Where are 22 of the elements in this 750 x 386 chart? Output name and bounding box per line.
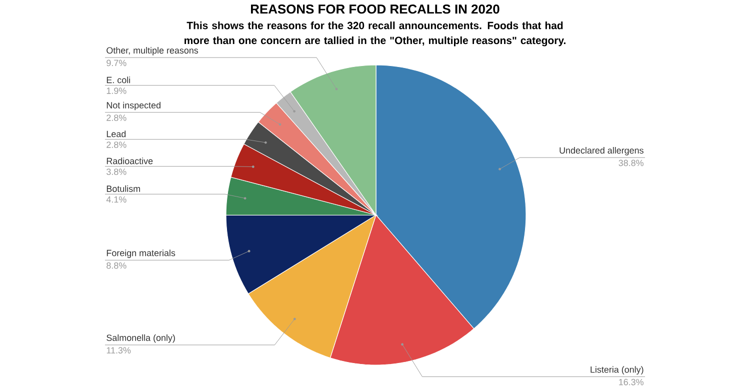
data-label: 2.8% [106,114,126,121]
data-label: 1.9% [106,87,126,94]
slice-label: Foreign materials [106,249,176,258]
slice-label: Listeria (only) [590,366,644,374]
slice-label: Not inspected [106,102,160,110]
slice-label: Salmonella (only) [106,334,175,343]
data-label: 4.1% [106,196,126,202]
chart-subtitle: This shows the reasons for the 320 recall announcements. Foods that had more than one concern are tallied in the "Other, multiple reasons" category. [184,21,566,46]
slice-label: Other, multiple reasons [106,46,198,56]
slice-label: Radioactive [106,157,153,164]
data-label: 3.8% [106,168,126,175]
chart-title: REASONS FOR FOOD RECALLS IN 2020 [251,4,500,14]
slice-label: Undeclared allergens [560,146,644,156]
slice-label: Botulism [106,185,140,192]
data-label: 9.7% [106,60,126,66]
slice-label: E. coli [106,76,130,84]
data-label: 38.8% [618,160,644,166]
data-label: 8.8% [106,262,126,269]
slice-label: Lead [106,130,126,138]
data-label: 2.8% [106,141,126,148]
data-label: 11.3% [106,347,131,354]
data-label: 16.3% [619,378,644,386]
